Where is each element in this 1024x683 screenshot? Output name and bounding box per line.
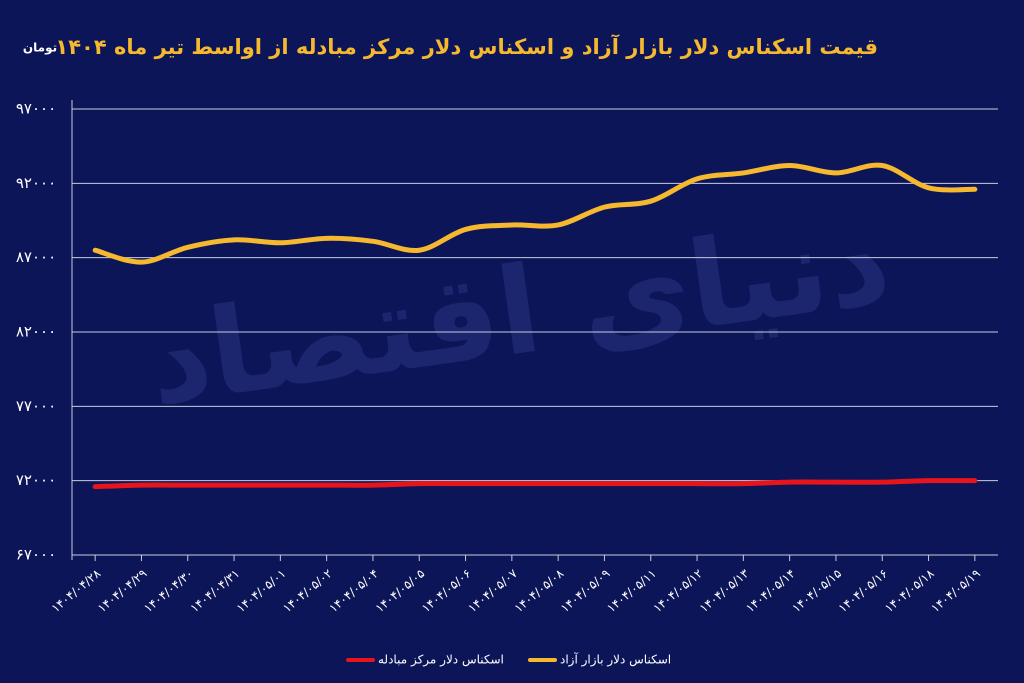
series-line — [92, 478, 978, 490]
series-line — [92, 162, 978, 265]
y-tick-label: ۸۷۰۰۰ — [16, 248, 56, 266]
y-tick-label: ۸۲۰۰۰ — [16, 323, 56, 341]
y-tick-label: ۹۲۰۰۰ — [16, 174, 56, 192]
y-tick-label: ۷۲۰۰۰ — [16, 471, 56, 489]
y-tick-label: ۹۷۰۰۰ — [16, 100, 56, 118]
y-tick-label: ۷۷۰۰۰ — [16, 397, 56, 415]
legend-label: اسکناس دلار مرکز مبادله — [378, 653, 504, 668]
y-tick-label: ۶۷۰۰۰ — [16, 546, 56, 564]
legend-label: اسکناس دلار بازار آزاد — [560, 652, 671, 668]
chart-title: قیمت اسکناس دلار بازار آزاد و اسکناس دلا… — [55, 34, 878, 59]
y-unit: تومان — [23, 41, 57, 56]
